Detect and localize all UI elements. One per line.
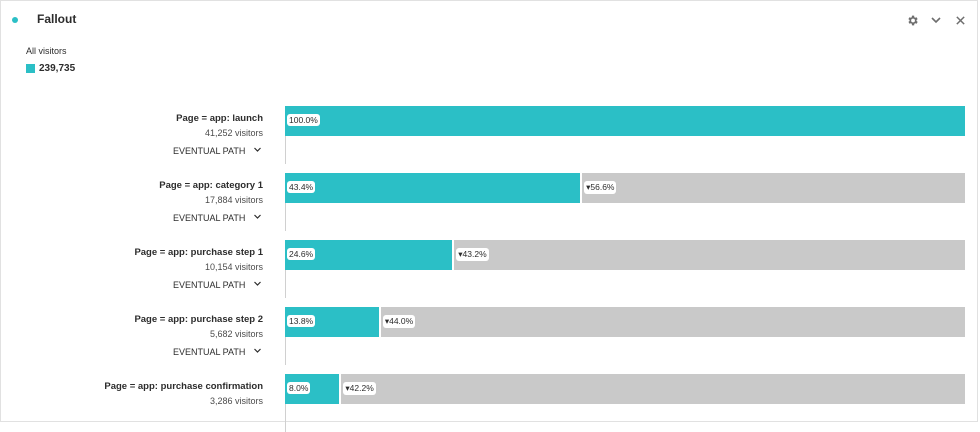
eventual-path-label: EVENTUAL PATH	[173, 212, 246, 223]
step-visitors: 17,884 visitors	[204, 195, 263, 205]
chevron-down-icon	[253, 279, 262, 290]
bar-fill[interactable]: 43.4%	[285, 173, 581, 203]
step-name[interactable]: Page = app: purchase confirmation	[104, 381, 263, 392]
step-bar[interactable]: 13.8% ▾44.0%	[285, 307, 965, 337]
step-dropoff: ▾43.2%	[456, 248, 489, 261]
chevron-down-icon	[253, 346, 262, 357]
chevron-down-icon[interactable]	[927, 11, 945, 29]
bar-dropoff[interactable]: ▾44.0%	[378, 307, 965, 337]
eventual-path-toggle[interactable]: EVENTUAL PATH	[173, 145, 262, 156]
panel-title: Fallout	[37, 12, 77, 26]
step-name[interactable]: Page = app: purchase step 2	[134, 314, 263, 325]
step-visitors: 3,286 visitors	[209, 396, 263, 406]
eventual-path-toggle[interactable]: EVENTUAL PATH	[173, 212, 262, 223]
step-visitors: 5,682 visitors	[209, 329, 263, 339]
eventual-path-label: EVENTUAL PATH	[173, 346, 246, 357]
step-percent: 24.6%	[287, 248, 316, 260]
step-visitors: 10,154 visitors	[204, 262, 263, 272]
eventual-path-toggle[interactable]: EVENTUAL PATH	[173, 346, 262, 357]
step-connector	[285, 404, 286, 432]
panel-toolbar	[903, 11, 969, 29]
step-percent: 100.0%	[287, 114, 320, 126]
step-percent: 43.4%	[287, 181, 316, 193]
eventual-path-label: EVENTUAL PATH	[173, 279, 246, 290]
chevron-down-icon	[253, 145, 262, 156]
segment-count: 239,735	[39, 63, 76, 74]
step-bar[interactable]: 43.4% ▾56.6%	[285, 173, 965, 203]
step-name[interactable]: Page = app: purchase step 1	[134, 247, 263, 258]
chevron-down-icon	[253, 212, 262, 223]
panel-status-dot	[12, 17, 18, 23]
step-dropoff: ▾42.2%	[343, 382, 376, 395]
segment-legend: 239,735	[26, 63, 75, 74]
bar-fill[interactable]: 24.6%	[285, 240, 453, 270]
eventual-path-toggle[interactable]: EVENTUAL PATH	[173, 279, 262, 290]
bar-fill[interactable]: 100.0%	[285, 106, 965, 136]
segment-label: All visitors	[26, 46, 67, 56]
step-percent: 13.8%	[287, 315, 316, 327]
step-dropoff: ▾56.6%	[584, 181, 617, 194]
eventual-path-label: EVENTUAL PATH	[173, 145, 246, 156]
step-visitors: 41,252 visitors	[204, 128, 263, 138]
step-dropoff: ▾44.0%	[382, 315, 416, 328]
bar-dropoff[interactable]: ▾42.2%	[339, 374, 965, 404]
bar-fill[interactable]: 8.0%	[285, 374, 340, 404]
bar-dropoff[interactable]: ▾43.2%	[452, 240, 965, 270]
step-connector	[285, 203, 286, 231]
step-connector	[285, 337, 286, 365]
step-bar[interactable]: 24.6% ▾43.2%	[285, 240, 965, 270]
step-name[interactable]: Page = app: launch	[176, 113, 263, 124]
step-bar[interactable]: 8.0% ▾42.2%	[285, 374, 965, 404]
step-connector	[285, 270, 286, 298]
step-connector	[285, 136, 286, 164]
step-bar[interactable]: 100.0%	[285, 106, 965, 136]
bar-fill[interactable]: 13.8%	[285, 307, 379, 337]
step-percent: 8.0%	[287, 382, 311, 394]
segment-swatch	[26, 64, 35, 73]
close-icon[interactable]	[951, 11, 969, 29]
gear-icon[interactable]	[903, 11, 921, 29]
bar-dropoff[interactable]: ▾56.6%	[580, 173, 965, 203]
step-name[interactable]: Page = app: category 1	[159, 180, 263, 191]
